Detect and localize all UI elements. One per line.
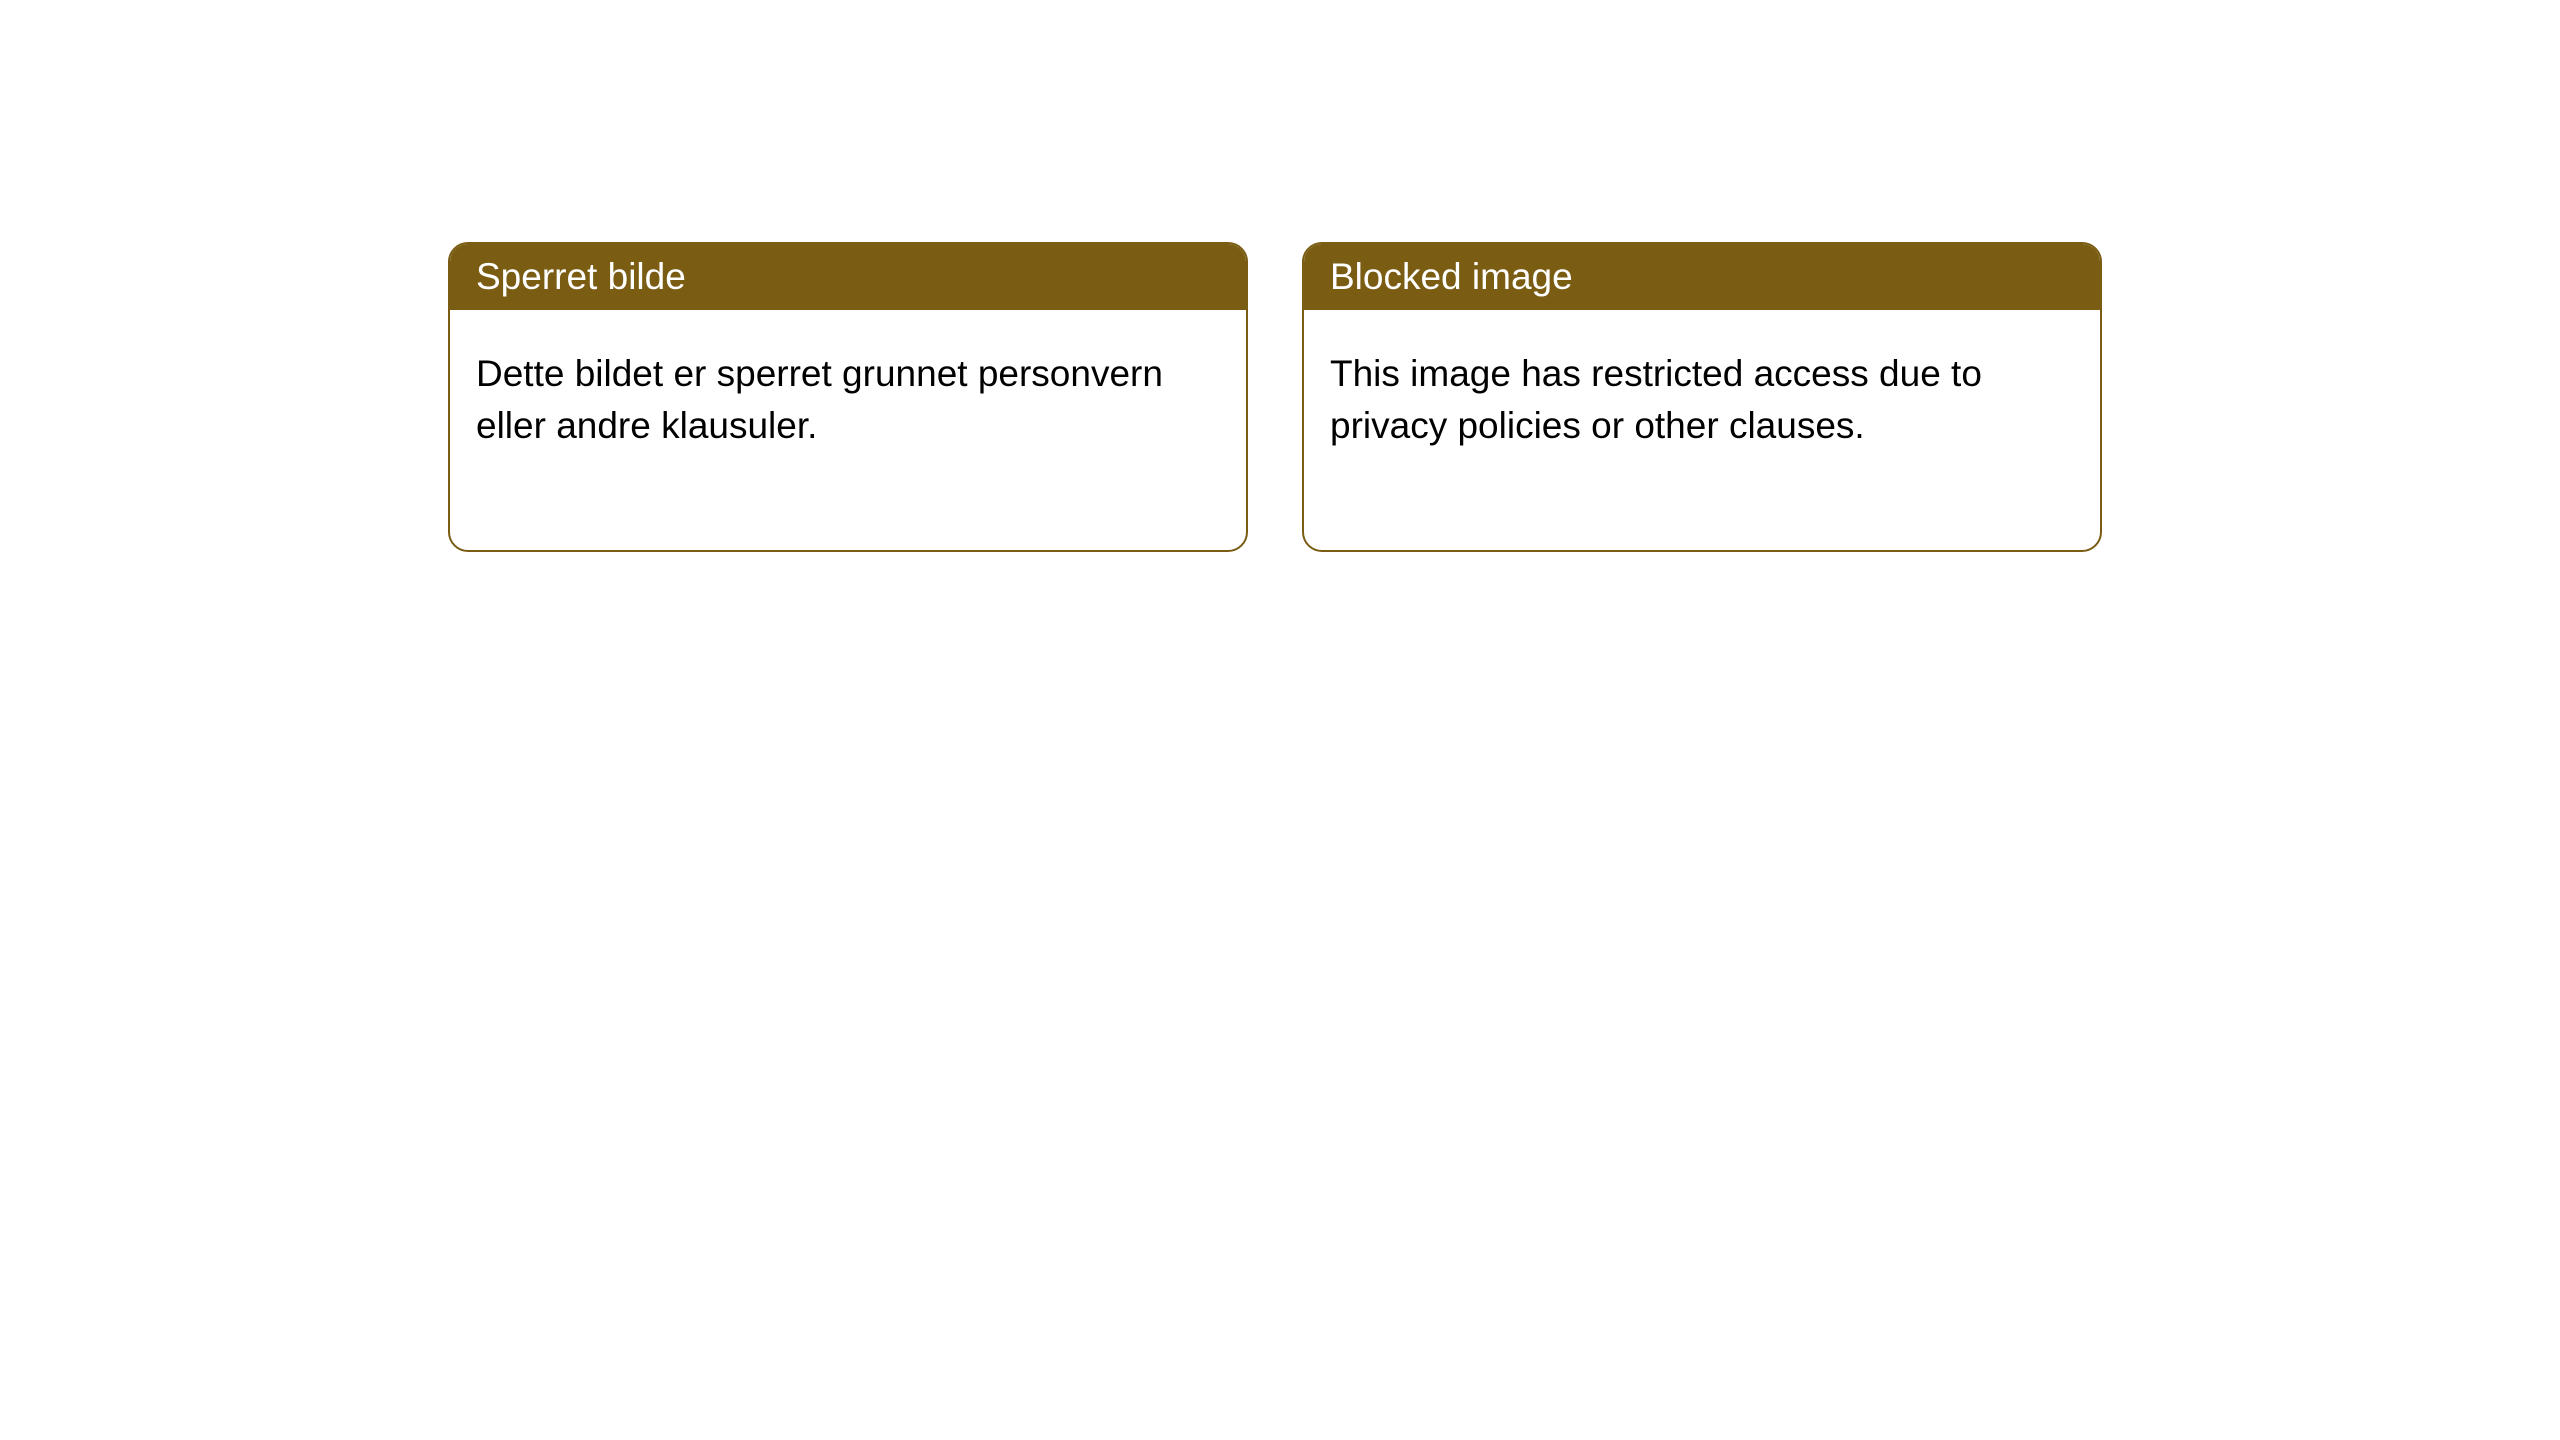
card-body-text-en: This image has restricted access due to …	[1330, 353, 1982, 446]
card-body-en: This image has restricted access due to …	[1304, 310, 2100, 550]
card-title-en: Blocked image	[1330, 256, 1573, 297]
card-body-no: Dette bildet er sperret grunnet personve…	[450, 310, 1246, 550]
blocked-image-card-en: Blocked image This image has restricted …	[1302, 242, 2102, 552]
blocked-image-card-no: Sperret bilde Dette bildet er sperret gr…	[448, 242, 1248, 552]
card-body-text-no: Dette bildet er sperret grunnet personve…	[476, 353, 1163, 446]
card-header-en: Blocked image	[1304, 244, 2100, 310]
card-title-no: Sperret bilde	[476, 256, 686, 297]
notice-cards-container: Sperret bilde Dette bildet er sperret gr…	[0, 0, 2560, 552]
card-header-no: Sperret bilde	[450, 244, 1246, 310]
